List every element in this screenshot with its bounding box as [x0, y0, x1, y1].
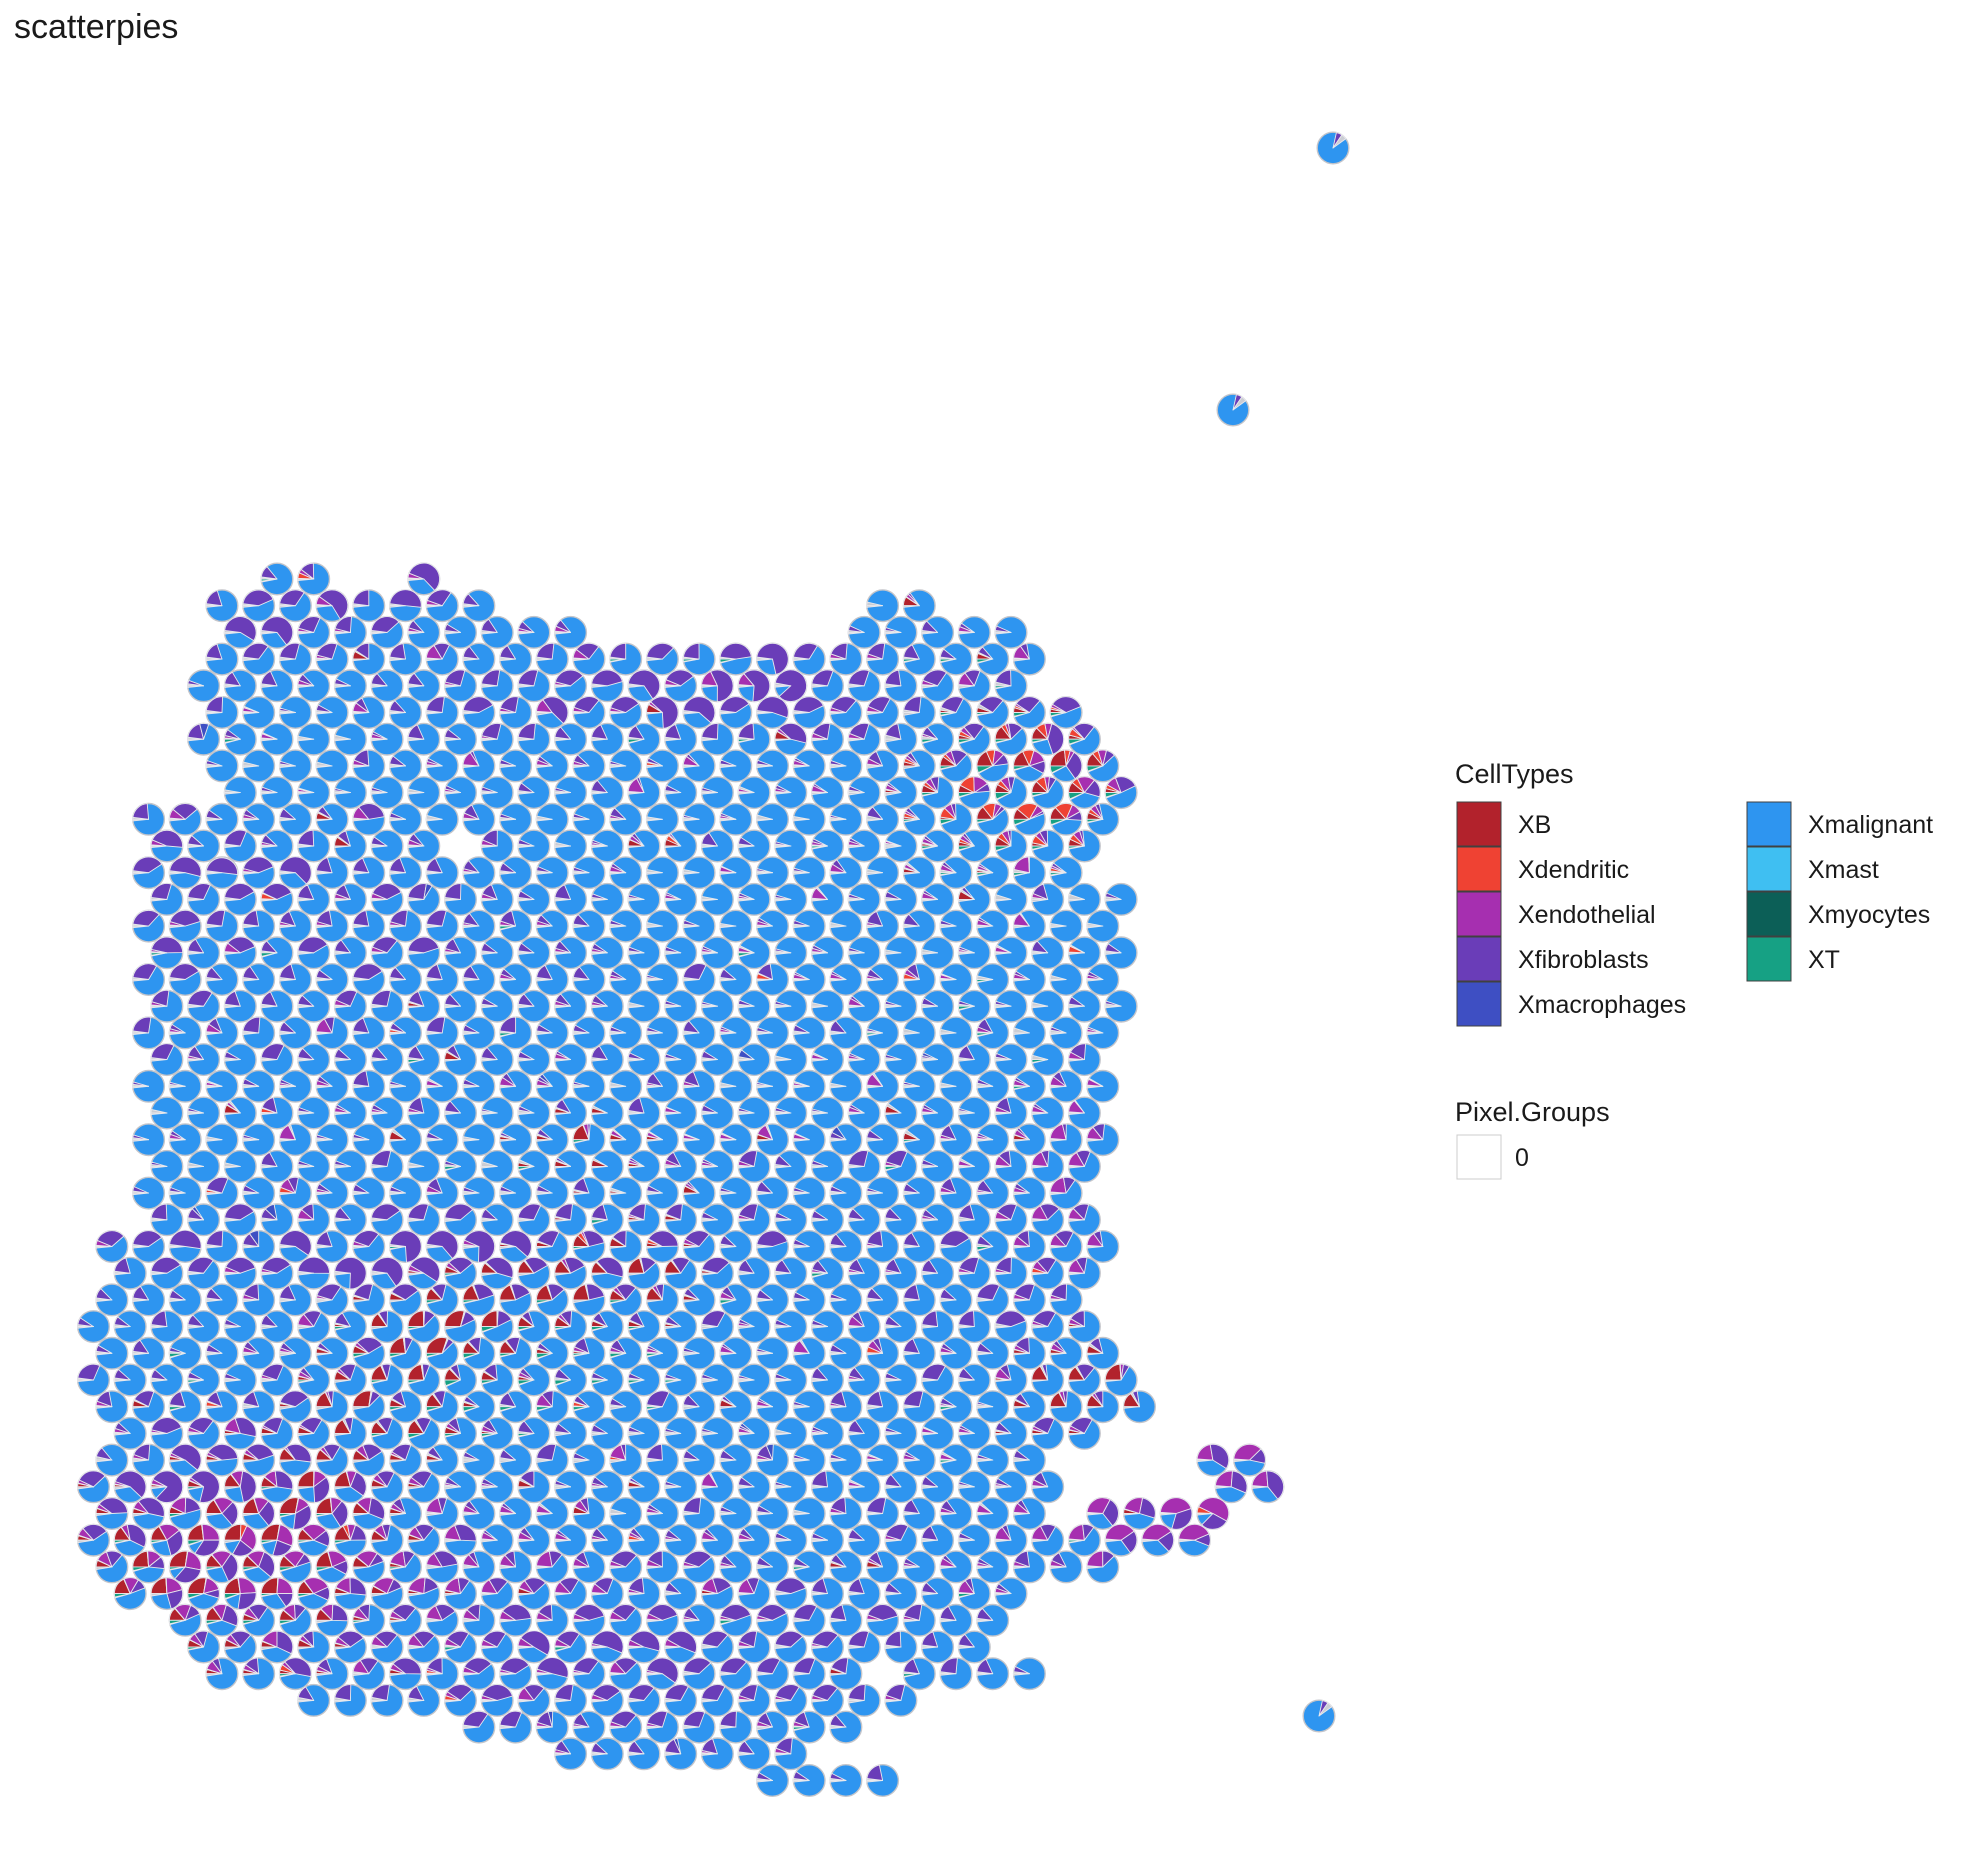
svg-text:Xfibroblasts: Xfibroblasts — [1518, 946, 1649, 974]
svg-text:XT: XT — [1808, 946, 1840, 974]
svg-text:XB: XB — [1518, 811, 1551, 839]
svg-text:0: 0 — [1515, 1144, 1529, 1172]
svg-text:Xmyocytes: Xmyocytes — [1808, 901, 1930, 929]
svg-text:Xdendritic: Xdendritic — [1518, 856, 1629, 884]
svg-text:Xmacrophages: Xmacrophages — [1518, 991, 1686, 1019]
svg-text:Xmalignant: Xmalignant — [1808, 811, 1933, 839]
svg-text:scatterpies: scatterpies — [14, 8, 178, 46]
svg-text:Xmast: Xmast — [1808, 856, 1879, 884]
svg-text:CellTypes: CellTypes — [1455, 759, 1574, 789]
svg-text:Pixel.Groups: Pixel.Groups — [1455, 1097, 1610, 1127]
svg-text:Xendothelial: Xendothelial — [1518, 901, 1656, 929]
